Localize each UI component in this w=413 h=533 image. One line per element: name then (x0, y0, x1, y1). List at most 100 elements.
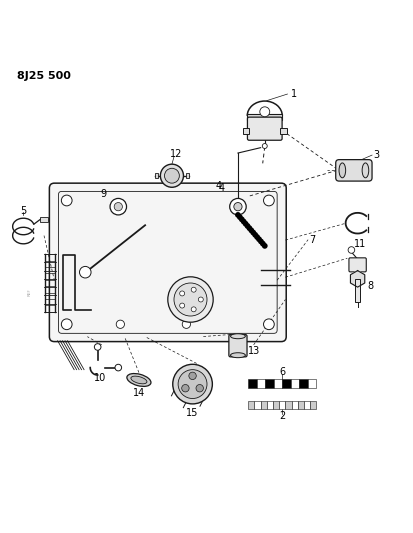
Bar (266, 401, 272, 409)
Bar (280, 128, 286, 134)
Bar (290, 379, 299, 388)
Circle shape (61, 195, 72, 206)
Text: 10: 10 (93, 373, 106, 383)
Circle shape (164, 168, 179, 183)
Circle shape (195, 384, 203, 392)
Text: 9: 9 (100, 189, 107, 199)
Text: 8J25 500: 8J25 500 (17, 70, 71, 80)
Circle shape (233, 203, 242, 211)
Circle shape (261, 243, 267, 249)
Text: 1: 1 (290, 89, 296, 99)
Bar (299, 379, 307, 388)
Bar (273, 379, 282, 388)
Text: 4: 4 (215, 181, 221, 191)
Circle shape (191, 287, 196, 292)
Bar (291, 401, 297, 409)
Circle shape (179, 303, 184, 308)
Bar (272, 401, 278, 409)
Bar (278, 401, 285, 409)
Bar (309, 401, 316, 409)
Bar (282, 379, 290, 388)
Circle shape (182, 320, 190, 328)
Circle shape (115, 364, 121, 371)
Circle shape (61, 319, 72, 329)
Text: 13: 13 (247, 346, 259, 356)
Circle shape (347, 247, 354, 253)
Circle shape (179, 291, 184, 296)
Circle shape (235, 212, 240, 218)
FancyBboxPatch shape (247, 117, 281, 140)
Bar (154, 173, 157, 178)
Ellipse shape (131, 376, 147, 384)
Bar (260, 401, 266, 409)
Circle shape (240, 219, 246, 224)
Bar (307, 379, 316, 388)
Circle shape (263, 195, 273, 206)
Circle shape (116, 320, 124, 328)
FancyBboxPatch shape (348, 258, 366, 272)
Bar (254, 401, 260, 409)
Text: 2: 2 (278, 411, 285, 421)
Bar (248, 401, 254, 409)
Text: 15: 15 (186, 408, 198, 418)
Circle shape (252, 232, 257, 238)
Circle shape (244, 223, 250, 229)
Circle shape (114, 203, 122, 211)
Text: 14: 14 (133, 388, 145, 398)
Circle shape (167, 277, 213, 322)
Circle shape (79, 266, 91, 278)
Bar (285, 401, 291, 409)
Bar (247, 114, 281, 120)
Circle shape (242, 221, 248, 227)
Circle shape (198, 297, 203, 302)
Ellipse shape (230, 334, 245, 338)
Circle shape (191, 307, 196, 312)
Bar (243, 128, 249, 134)
Circle shape (94, 344, 101, 350)
Circle shape (262, 143, 267, 149)
Text: 7: 7 (309, 235, 315, 245)
Text: REF: REF (28, 288, 31, 296)
Ellipse shape (338, 163, 345, 178)
Circle shape (238, 216, 244, 222)
FancyBboxPatch shape (49, 183, 285, 342)
Bar (354, 279, 359, 302)
Circle shape (254, 234, 259, 240)
Circle shape (248, 228, 254, 233)
Ellipse shape (361, 163, 368, 178)
Bar (297, 401, 303, 409)
Circle shape (256, 236, 261, 242)
Circle shape (172, 364, 212, 404)
Polygon shape (350, 271, 364, 287)
Text: 4: 4 (218, 183, 224, 193)
Text: 5: 5 (20, 206, 26, 216)
Ellipse shape (230, 353, 245, 358)
Text: 11: 11 (353, 239, 365, 249)
Bar (303, 401, 309, 409)
Bar (185, 173, 189, 178)
Circle shape (188, 372, 196, 379)
Ellipse shape (126, 374, 151, 386)
Bar (256, 379, 265, 388)
Text: 12: 12 (169, 149, 182, 159)
FancyBboxPatch shape (335, 160, 371, 181)
Circle shape (181, 384, 189, 392)
Circle shape (257, 239, 263, 244)
FancyBboxPatch shape (228, 335, 247, 357)
Bar (265, 379, 273, 388)
Circle shape (173, 283, 206, 316)
Circle shape (178, 370, 206, 399)
Circle shape (110, 198, 126, 215)
Circle shape (259, 241, 265, 247)
Text: 6: 6 (278, 367, 285, 377)
Circle shape (246, 225, 252, 231)
Bar (248, 379, 256, 388)
Circle shape (229, 198, 246, 215)
Circle shape (259, 107, 269, 117)
Circle shape (250, 230, 256, 236)
Circle shape (160, 164, 183, 187)
Text: 8: 8 (367, 281, 373, 292)
Circle shape (263, 319, 273, 329)
Circle shape (236, 214, 242, 220)
Bar (40, 217, 48, 222)
